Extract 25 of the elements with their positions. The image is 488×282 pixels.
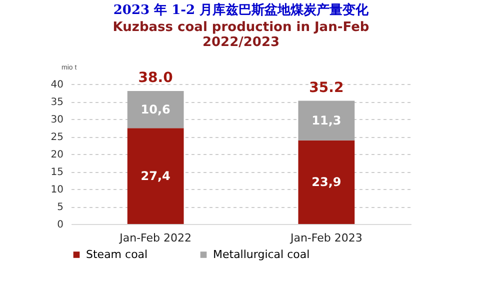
data-label: 23,9: [312, 175, 342, 190]
y-tick-label: 35: [50, 97, 64, 108]
bar: [298, 100, 355, 140]
y-tick-label: 30: [50, 114, 64, 126]
data-label: 27,4: [140, 169, 170, 184]
total-label: 38.0: [138, 70, 174, 86]
bar: [127, 128, 184, 224]
chart-subtitle: Kuzbass coal production in Jan-Feb 2022/2023: [112, 20, 370, 50]
y-tick-label: 10: [50, 184, 64, 196]
x-tick-label: Jan-Feb 2023: [289, 232, 362, 244]
data-label: 10,6: [140, 102, 170, 117]
y-tick-label: 15: [50, 167, 64, 178]
y-tick-label: 25: [50, 132, 64, 143]
total-label: 35.2: [309, 80, 344, 96]
y-tick-label: 0: [57, 220, 64, 230]
y-tick-label: 5: [57, 202, 64, 213]
x-tick-label: Jan-Feb 2022: [118, 232, 192, 244]
bar: [127, 91, 184, 128]
data-label: 11,3: [312, 114, 342, 128]
legend-label: Steam coal: [86, 248, 148, 261]
legend-label: Metallurgical coal: [213, 248, 310, 261]
chart-title: 2023 年 1-2 月库兹巴斯盆地煤炭产量变化: [113, 2, 370, 18]
bar: [298, 140, 355, 224]
y-tick-label: 40: [50, 80, 64, 90]
y-tick-label: 20: [50, 150, 64, 160]
